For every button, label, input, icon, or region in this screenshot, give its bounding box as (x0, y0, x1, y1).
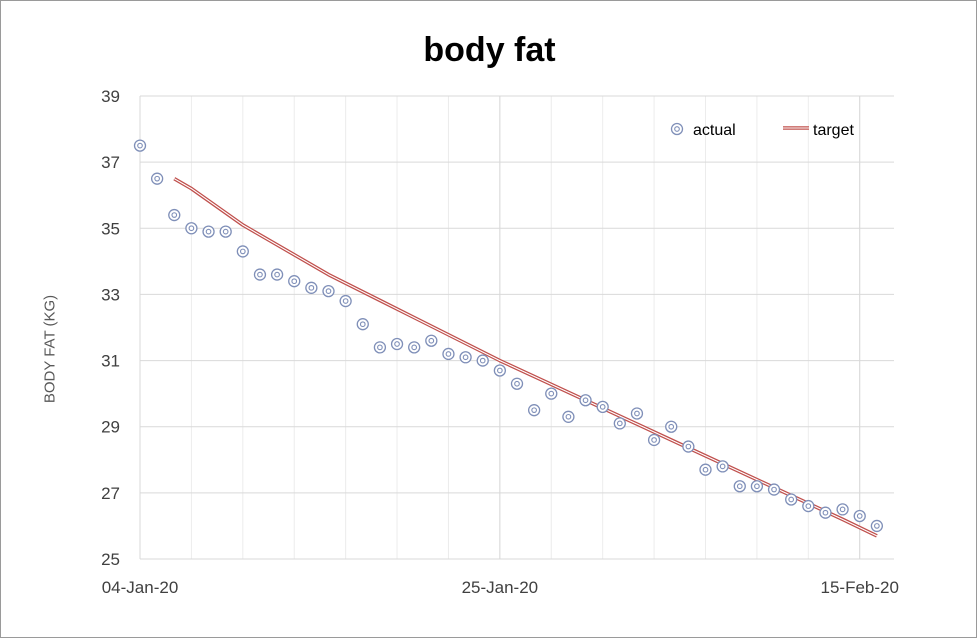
legend-item-actual: actual (670, 122, 736, 139)
actual-point (802, 499, 815, 513)
y-tick-label: 27 (101, 484, 120, 503)
actual-point (682, 440, 695, 453)
actual-point (750, 480, 764, 493)
actual-point (339, 294, 352, 308)
y-tick-label: 39 (101, 87, 120, 106)
target-line-inner (173, 178, 878, 537)
actual-point (596, 400, 609, 414)
actual-series (133, 139, 884, 533)
actual-point (545, 387, 558, 400)
y-tick-label: 37 (101, 153, 120, 172)
x-tick-label: 15-Feb-20 (821, 578, 899, 597)
actual-point (579, 394, 592, 407)
target-series (173, 177, 878, 538)
actual-point (253, 268, 267, 281)
y-tick-label: 33 (101, 285, 120, 304)
actual-point (288, 275, 301, 288)
actual-point (270, 268, 284, 281)
actual-point (442, 347, 455, 361)
actual-point (699, 463, 712, 476)
y-tick-label: 29 (101, 418, 120, 437)
y-tick-labels: 25 27 29 31 33 35 37 39 (101, 87, 120, 569)
actual-point (390, 337, 404, 351)
actual-point (853, 509, 866, 523)
actual-point (785, 493, 798, 506)
y-tick-label: 35 (101, 219, 120, 238)
actual-point (356, 318, 369, 331)
chart-title: body fat (423, 31, 556, 69)
legend-item-target: target (783, 122, 854, 139)
actual-point (870, 519, 884, 533)
legend: actual target (670, 122, 854, 139)
actual-point (630, 407, 644, 420)
actual-point (733, 480, 746, 493)
actual-point (133, 139, 147, 152)
actual-point (665, 420, 678, 433)
actual-point (185, 222, 198, 235)
gridlines (139, 95, 894, 560)
y-tick-label: 31 (101, 352, 120, 371)
actual-point (202, 225, 215, 238)
legend-actual-label: actual (693, 122, 736, 139)
actual-point (476, 354, 489, 367)
actual-point (767, 483, 781, 496)
actual-point (527, 404, 541, 417)
actual-point (819, 506, 832, 519)
actual-point (510, 377, 524, 390)
actual-point (236, 245, 249, 258)
actual-point (647, 433, 661, 447)
actual-point (408, 341, 421, 354)
x-tick-label: 04-Jan-20 (102, 578, 179, 597)
actual-point (493, 364, 507, 377)
actual-point (219, 225, 232, 238)
actual-point (168, 208, 181, 222)
actual-point (425, 334, 438, 347)
actual-point (613, 417, 626, 430)
x-tick-label: 25-Jan-20 (462, 578, 539, 597)
actual-point (373, 341, 387, 354)
x-tick-labels: 04-Jan-20 25-Jan-20 15-Feb-20 (102, 578, 899, 597)
actual-point (562, 410, 575, 423)
actual-point (150, 172, 164, 185)
y-tick-label: 25 (101, 550, 120, 569)
actual-point (322, 284, 335, 298)
actual-point (836, 503, 849, 516)
actual-point (459, 351, 472, 364)
actual-point (716, 460, 729, 473)
legend-target-label: target (813, 122, 854, 139)
legend-actual-marker (670, 122, 684, 136)
target-line (173, 177, 878, 538)
actual-point (305, 281, 318, 294)
